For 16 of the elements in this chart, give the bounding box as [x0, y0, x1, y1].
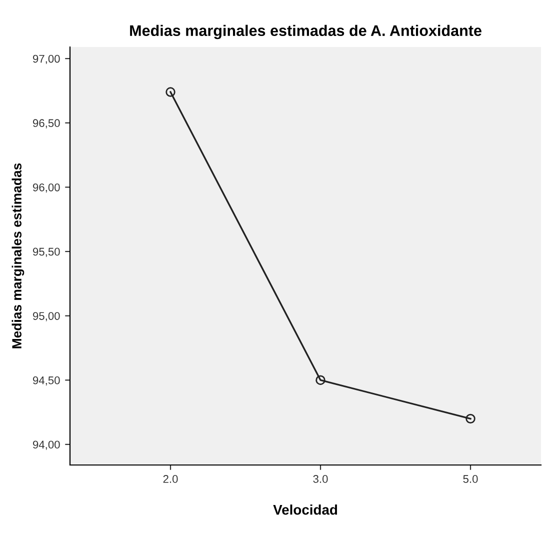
y-tick-label: 96,00 — [32, 183, 60, 193]
y-axis-title: Medias marginales estimadas — [12, 163, 24, 348]
point — [166, 87, 176, 97]
y-tick-label: 96,50 — [32, 119, 60, 128]
y-tick-label: 97,00 — [32, 54, 60, 64]
y-tick-label: 94,50 — [32, 376, 60, 386]
chart-title: Medias marginales estimadas de A. Antioxidante — [130, 24, 482, 40]
x-tick-label: 2.0 — [163, 475, 178, 483]
point — [466, 414, 476, 424]
point — [316, 375, 326, 385]
y-tick-label: 94,00 — [32, 440, 60, 450]
y-tick-label: 95,00 — [32, 312, 60, 322]
x-tick-label: 5.0 — [463, 475, 478, 483]
y-tick-label: 95,50 — [32, 248, 60, 257]
x-tick-label: 3.0 — [313, 475, 328, 483]
x-axis-title: Velocidad — [273, 504, 338, 515]
